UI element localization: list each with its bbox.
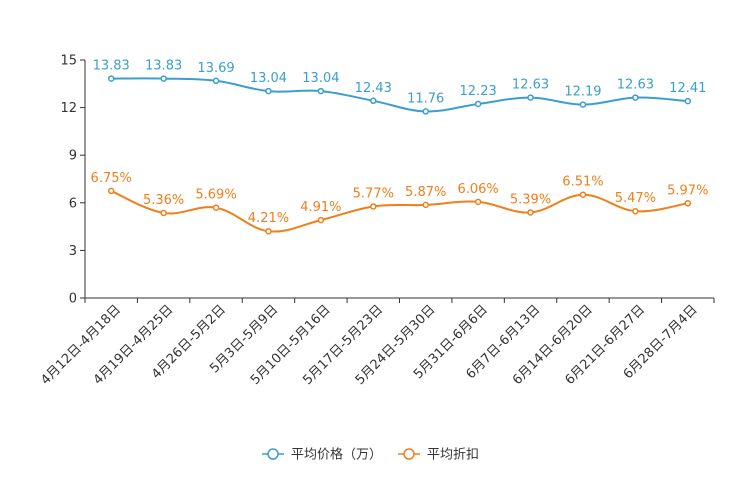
data-label: 13.04 bbox=[250, 71, 287, 86]
series-0: 13.83 13.83 13.69 13.04 13.04 12.43 11.76 12.23… bbox=[93, 59, 706, 115]
data-label: 13.04 bbox=[302, 71, 339, 86]
y-tick-label: 15 bbox=[60, 54, 77, 69]
data-label: 5.87% bbox=[405, 185, 446, 200]
data-point bbox=[370, 97, 377, 105]
data-label: 13.83 bbox=[93, 59, 130, 74]
series-line bbox=[110, 189, 688, 233]
data-point bbox=[684, 200, 692, 207]
data-point bbox=[107, 187, 115, 195]
data-label: 13.69 bbox=[197, 61, 234, 76]
legend-label: 平均折扣 bbox=[427, 448, 479, 463]
data-label: 12.63 bbox=[617, 78, 654, 93]
data-point bbox=[579, 191, 587, 198]
series-1: 6.75% 5.36% 5.69% 4.21% 4.91% 5.77% 5.87% 6.06%… bbox=[91, 171, 708, 235]
data-point bbox=[212, 77, 220, 85]
data-label: 12.41 bbox=[669, 81, 706, 96]
legend-item-1: 平均折扣 bbox=[398, 448, 479, 463]
data-label: 6.06% bbox=[457, 182, 498, 197]
series-line bbox=[111, 77, 688, 113]
y-axis: 0 3 6 9 12 15 bbox=[60, 54, 86, 307]
data-point bbox=[212, 204, 220, 211]
data-point bbox=[474, 198, 482, 206]
data-point bbox=[317, 87, 325, 95]
legend-marker bbox=[267, 448, 279, 460]
data-label: 5.97% bbox=[667, 183, 708, 198]
data-label: 13.83 bbox=[145, 59, 182, 74]
data-point bbox=[632, 94, 639, 101]
data-point bbox=[160, 209, 167, 217]
data-label: 5.36% bbox=[143, 193, 184, 208]
y-tick-label: 9 bbox=[69, 149, 77, 164]
y-tick-label: 3 bbox=[69, 244, 77, 259]
y-tick-label: 12 bbox=[60, 101, 77, 116]
data-point bbox=[317, 216, 325, 224]
data-label: 12.43 bbox=[355, 81, 392, 96]
y-tick-label: 6 bbox=[69, 196, 77, 211]
data-point bbox=[370, 203, 377, 210]
data-label: 12.23 bbox=[460, 84, 497, 99]
legend: 平均价格（万） 平均折扣 bbox=[262, 447, 479, 463]
series-layer: 13.83 13.83 13.69 13.04 13.04 12.43 11.76 12.23… bbox=[91, 59, 708, 235]
legend-label: 平均价格（万） bbox=[291, 447, 382, 463]
data-label: 12.63 bbox=[512, 78, 549, 93]
data-label: 4.21% bbox=[248, 211, 289, 226]
data-point bbox=[265, 227, 272, 235]
data-label: 5.39% bbox=[510, 192, 551, 207]
data-label: 5.69% bbox=[195, 188, 236, 203]
data-point bbox=[160, 75, 167, 82]
data-point bbox=[107, 75, 115, 82]
data-label: 6.75% bbox=[91, 171, 132, 186]
data-point bbox=[527, 209, 534, 216]
data-point bbox=[579, 101, 587, 108]
data-label: 12.19 bbox=[564, 85, 601, 100]
data-point bbox=[684, 97, 692, 105]
x-axis: 4月12日-4月18日4月19日-4月25日4月26日-5月2日5月3日-5月9… bbox=[38, 297, 715, 388]
data-point bbox=[474, 100, 482, 108]
data-label: 5.77% bbox=[353, 186, 394, 201]
data-point bbox=[422, 108, 429, 115]
data-label: 4.91% bbox=[300, 200, 341, 215]
data-label: 11.76 bbox=[407, 91, 444, 106]
data-label: 5.47% bbox=[615, 191, 656, 206]
y-tick-label: 0 bbox=[69, 292, 77, 307]
data-label: 6.51% bbox=[562, 175, 603, 190]
data-point bbox=[265, 87, 272, 95]
legend-item-0: 平均价格（万） bbox=[262, 447, 382, 463]
legend-marker bbox=[403, 448, 415, 460]
data-point bbox=[632, 207, 639, 215]
data-point bbox=[527, 94, 534, 101]
data-point bbox=[422, 201, 429, 209]
